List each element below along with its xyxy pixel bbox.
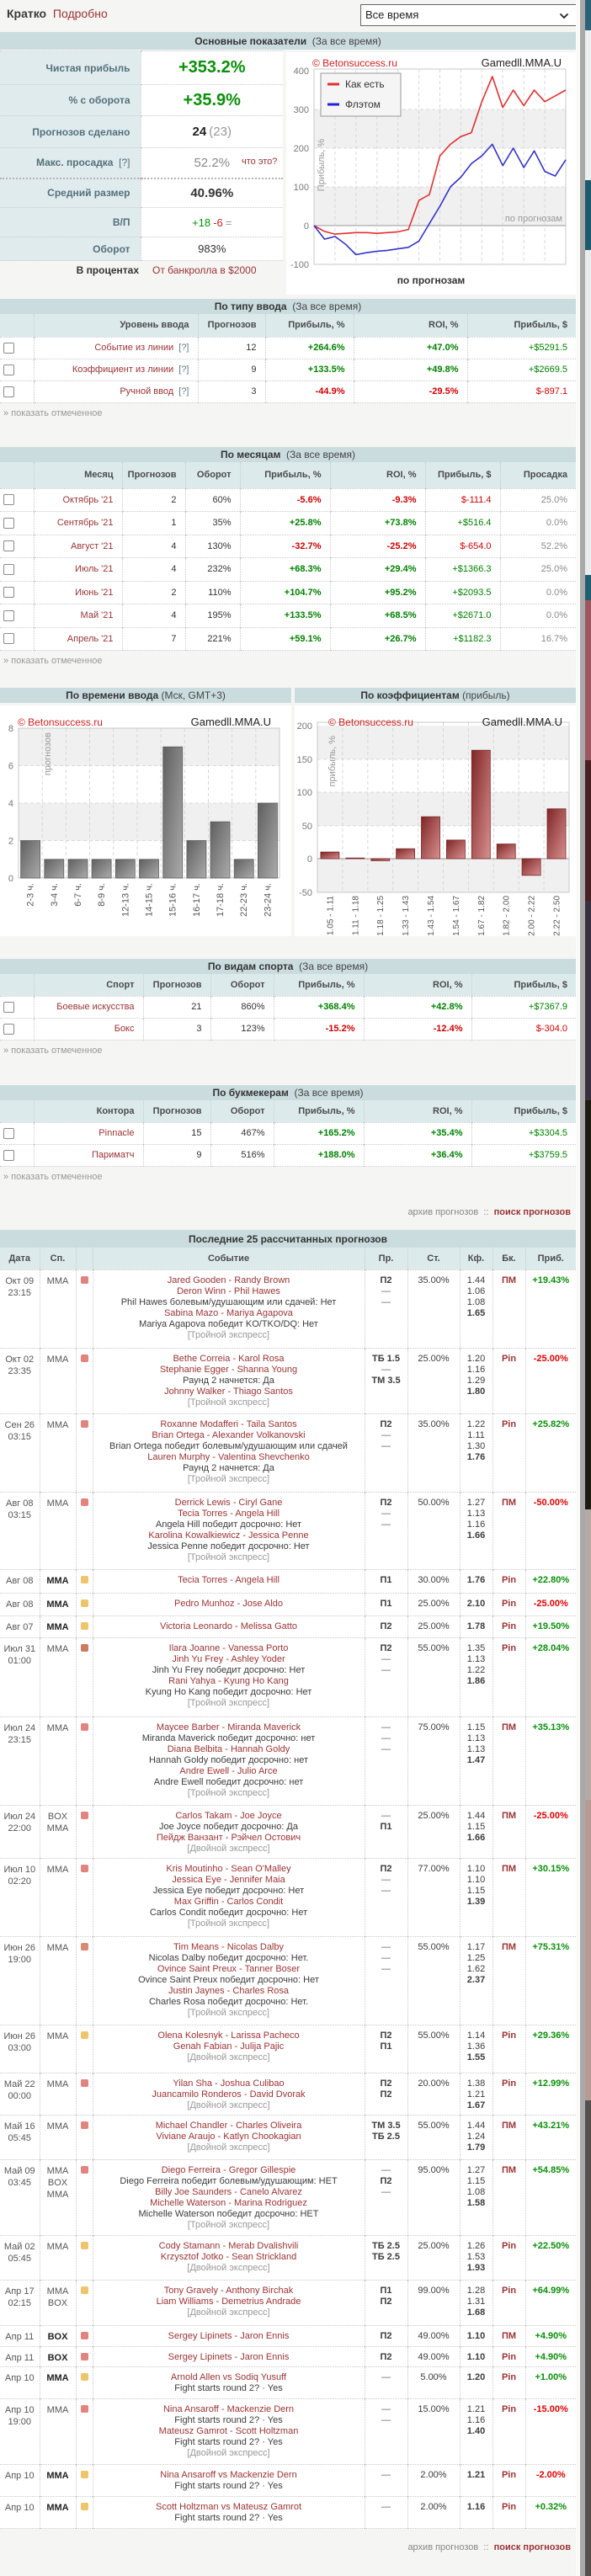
svg-text:Прибыль, %: Прибыль, % xyxy=(317,139,327,192)
svg-text:14-15 ч.: 14-15 ч. xyxy=(145,883,155,917)
svg-text:© Betonsuccess.ru: © Betonsuccess.ru xyxy=(18,716,103,728)
svg-text:Gamedll.MMA.U: Gamedll.MMA.U xyxy=(191,716,271,728)
svg-text:12-13 ч.: 12-13 ч. xyxy=(120,883,130,917)
svg-text:0: 0 xyxy=(8,874,13,884)
svg-text:-100: -100 xyxy=(290,260,309,270)
svg-text:0: 0 xyxy=(307,854,312,865)
svg-text:1.54 - 1.67: 1.54 - 1.67 xyxy=(452,896,461,936)
svg-text:15-16 ч.: 15-16 ч. xyxy=(168,883,178,917)
svg-text:1.11 - 1.18: 1.11 - 1.18 xyxy=(351,896,360,936)
svg-text:2-3 ч.: 2-3 ч. xyxy=(26,883,36,907)
svg-text:по прогнозам: по прогнозам xyxy=(505,214,562,224)
svg-text:100: 100 xyxy=(294,183,309,193)
svg-text:17-18 ч.: 17-18 ч. xyxy=(216,883,226,917)
svg-text:300: 300 xyxy=(294,105,309,115)
svg-text:400: 400 xyxy=(294,67,309,77)
svg-text:1.67 - 1.82: 1.67 - 1.82 xyxy=(477,896,487,936)
svg-text:2.00 - 2.22: 2.00 - 2.22 xyxy=(528,896,537,936)
svg-text:© Betonsuccess.ru: © Betonsuccess.ru xyxy=(328,716,413,728)
svg-text:16-17 ч.: 16-17 ч. xyxy=(192,883,202,917)
svg-text:100: 100 xyxy=(297,788,312,798)
svg-text:© Betonsuccess.ru: © Betonsuccess.ru xyxy=(312,57,397,69)
svg-text:150: 150 xyxy=(297,755,312,765)
svg-text:3-4 ч.: 3-4 ч. xyxy=(50,883,60,907)
svg-text:200: 200 xyxy=(294,144,309,154)
svg-text:1.82 - 2.00: 1.82 - 2.00 xyxy=(503,896,512,936)
svg-text:50: 50 xyxy=(302,822,312,832)
svg-text:Gamedll.MMA.U: Gamedll.MMA.U xyxy=(482,56,562,69)
svg-text:8-9 ч.: 8-9 ч. xyxy=(97,883,107,907)
svg-text:Как есть: Как есть xyxy=(345,78,385,90)
svg-text:1.33 - 1.43: 1.33 - 1.43 xyxy=(402,896,411,936)
svg-text:8: 8 xyxy=(8,724,13,734)
svg-text:1.43 - 1.54: 1.43 - 1.54 xyxy=(427,896,436,936)
svg-text:прибыль, %: прибыль, % xyxy=(327,736,338,787)
svg-text:22-23 ч.: 22-23 ч. xyxy=(239,883,249,917)
svg-text:прогнозов: прогнозов xyxy=(43,732,53,775)
svg-text:1.18 - 1.25: 1.18 - 1.25 xyxy=(376,896,386,936)
svg-text:6-7 ч.: 6-7 ч. xyxy=(73,883,83,907)
svg-text:Флэтом: Флэтом xyxy=(345,98,381,110)
svg-text:200: 200 xyxy=(297,721,312,732)
svg-text:-50: -50 xyxy=(299,888,312,898)
svg-text:2: 2 xyxy=(8,837,13,847)
svg-text:1.05 - 1.11: 1.05 - 1.11 xyxy=(327,896,336,936)
svg-text:Gamedll.MMA.U: Gamedll.MMA.U xyxy=(482,716,562,728)
svg-text:6: 6 xyxy=(8,762,13,772)
svg-text:4: 4 xyxy=(8,799,13,809)
svg-text:2.22 - 2.50: 2.22 - 2.50 xyxy=(553,896,562,936)
svg-text:23-24 ч.: 23-24 ч. xyxy=(263,883,273,917)
svg-text:0: 0 xyxy=(304,221,309,232)
